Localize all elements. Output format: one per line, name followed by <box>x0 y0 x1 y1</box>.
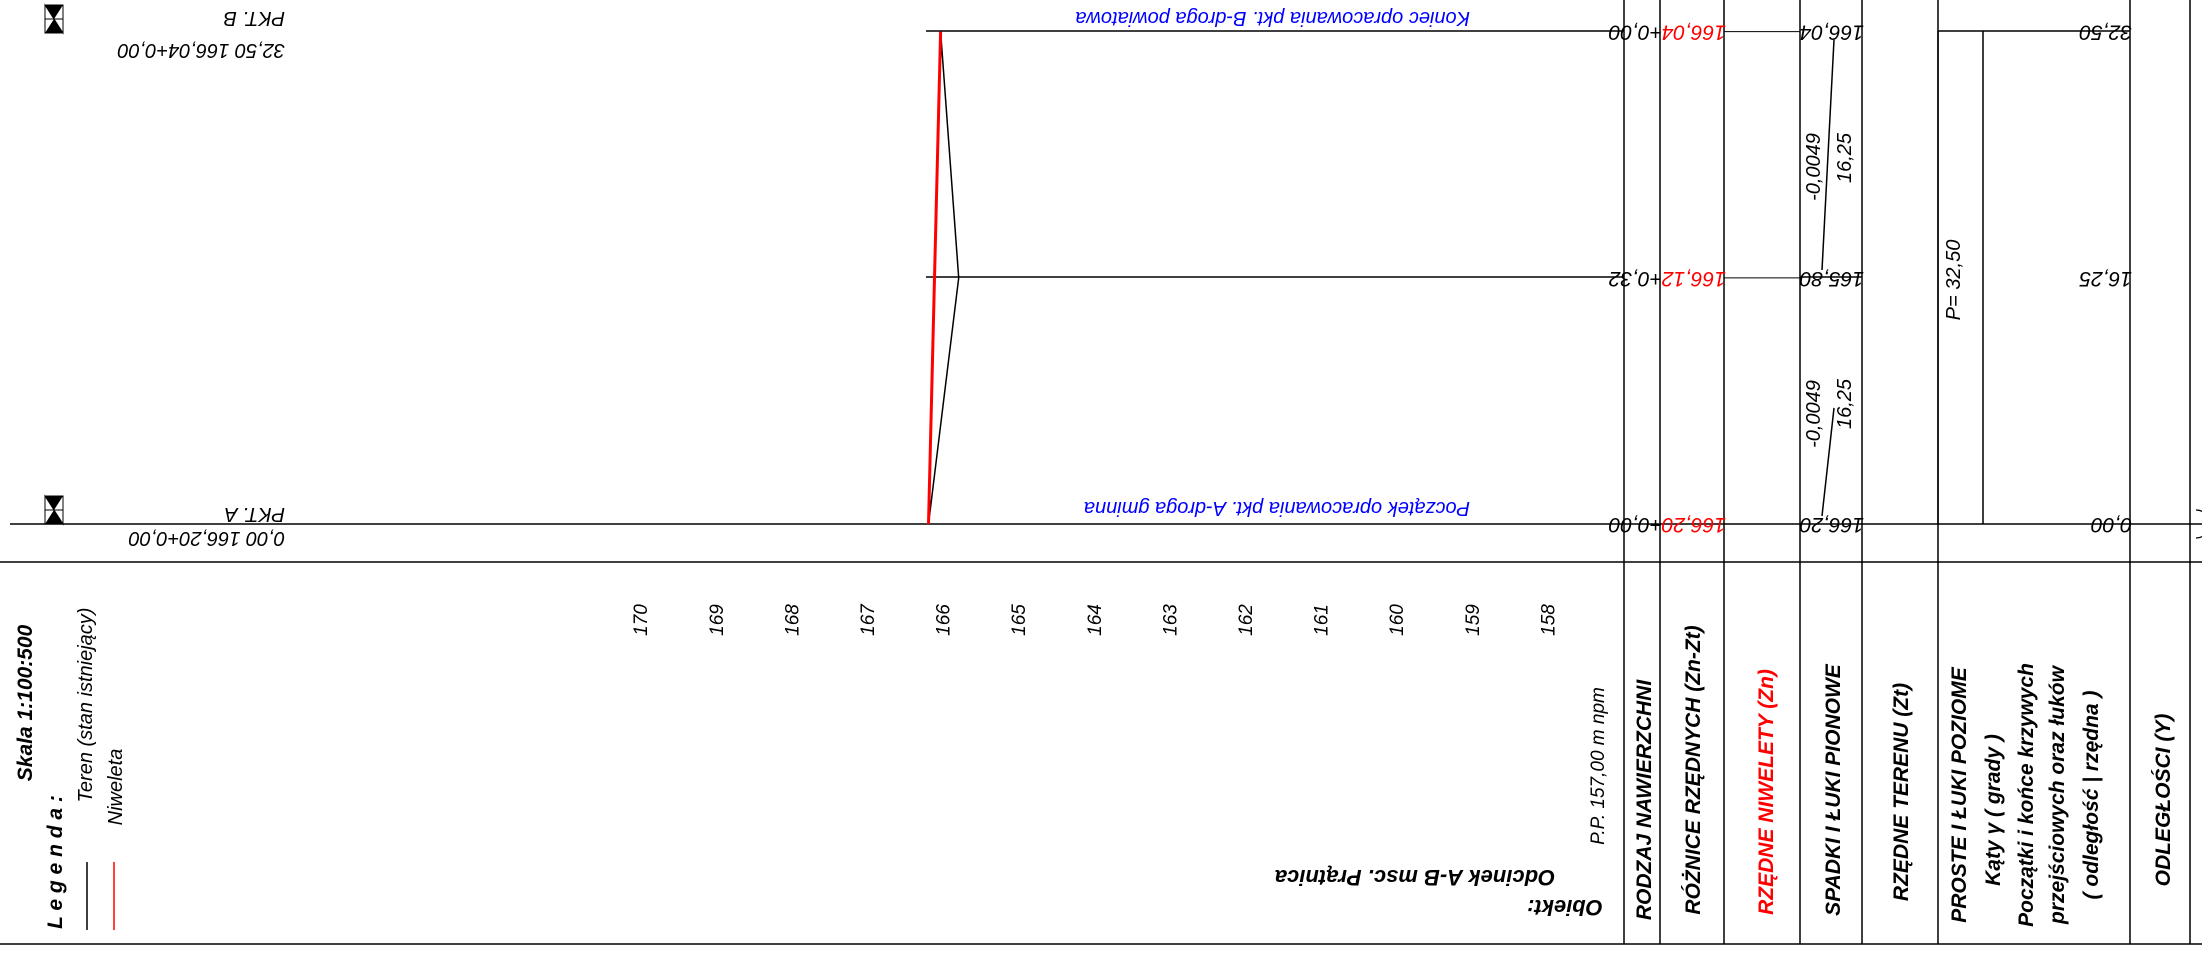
legend-terrain-label: Teren (stan istniejący) <box>75 608 97 803</box>
elevation-axis: 158 159 160 161 162 163 164 165 166 167 168 169 170 <box>631 603 1559 636</box>
axis-tick-163: 163 <box>1160 604 1181 636</box>
header-horizontal-1: PROSTE I ŁUKI POZIOME <box>1948 666 1971 923</box>
slope-segment-1: -0,0049 16,25 <box>1803 378 1856 517</box>
station-1-grade: 166,12 <box>1661 267 1726 290</box>
station-0-difference: +0,00 <box>1609 513 1662 536</box>
station-2-difference: +0,00 <box>1609 21 1662 44</box>
edge-mark <box>2195 509 2202 539</box>
point-a-marker <box>44 494 64 526</box>
axis-tick-167: 167 <box>858 603 879 636</box>
slope-1-gradient: -0,0049 <box>1803 380 1825 448</box>
axis-tick-170: 170 <box>631 604 652 636</box>
axis-tick-168: 168 <box>782 604 803 636</box>
axis-tick-162: 162 <box>1236 604 1257 636</box>
axis-tick-158: 158 <box>1538 604 1559 636</box>
station-2-grade: 166,04 <box>1662 21 1726 44</box>
station-1-terrain: 165,80 <box>1799 267 1864 290</box>
header-horizontal-3: Początki i końce krzywych <box>2015 663 2038 927</box>
axis-tick-165: 165 <box>1009 604 1030 636</box>
station-0-distance: 0,00 <box>2091 513 2132 536</box>
axis-tick-159: 159 <box>1463 604 1484 636</box>
station-0-terrain: 166,20 <box>1799 513 1864 536</box>
point-a-note: Początek opracowania pkt. A-droga gminna <box>1084 497 1470 519</box>
horizontal-alignment-box <box>1937 31 1984 524</box>
slope-segment-2: -0,0049 16,25 <box>1803 39 1856 271</box>
header-distances: ODLEGŁOŚCI (Y) <box>2151 714 2175 887</box>
header-surface-type: RODZAJ NAWIERZCHNI <box>1633 679 1656 920</box>
header-horizontal-2: Kąty γ ( grady ) <box>1982 734 2005 886</box>
point-b-note: Koniec opracowania pkt. B-droga powiatow… <box>1075 7 1470 29</box>
axis-tick-161: 161 <box>1312 604 1333 636</box>
header-grade-elev: RZĘDNE NIWELETY (Zn) <box>1755 669 1778 915</box>
station-values: +0,00 166,20 166,20 0,00+0,32 166,12 165,80 16… <box>1609 21 2132 536</box>
legend-grade-label: Niweleta <box>105 749 127 826</box>
station-1-distance: 16,25 <box>2079 267 2132 290</box>
header-differences: RÓŻNICE RZĘDNYCH (Zn-Zt) <box>1681 625 1705 914</box>
slope-2-length: 16,25 <box>1834 132 1856 183</box>
slope-2-gradient: -0,0049 <box>1803 133 1825 201</box>
point-b-marker <box>44 3 64 35</box>
legend-title: L e g e n d a : <box>44 795 67 929</box>
point-a-name: PKT. A <box>224 503 285 525</box>
horizontal-straight-label: P= 32,50 <box>1943 240 1965 321</box>
point-a-info: 0,00 166,20+0,00 <box>129 527 285 549</box>
object-label: Obiekt: <box>1527 895 1603 920</box>
axis-tick-164: 164 <box>1085 604 1106 636</box>
axis-tick-169: 169 <box>707 604 728 636</box>
profile-plot <box>927 31 960 525</box>
header-terrain-elev: RZĘDNE TERENU (Zt) <box>1890 683 1913 901</box>
slope-1-length: 16,25 <box>1834 378 1856 429</box>
point-b-name: PKT. B <box>223 7 285 29</box>
object-name: Odcinek A-B msc. Prątnica <box>1275 865 1555 890</box>
header-slopes: SPADKI I ŁUKI PIONOWE <box>1822 663 1845 916</box>
station-1-difference: +0,32 <box>1609 267 1662 290</box>
point-b-info: 32,50 166,04+0,00 <box>118 39 285 61</box>
axis-tick-160: 160 <box>1387 604 1408 636</box>
station-2-distance: 32,50 <box>2079 21 2132 44</box>
header-horizontal-4: przejściowych oraz łuków <box>2046 664 2069 925</box>
axis-tick-166: 166 <box>934 604 955 636</box>
station-2-terrain: 166,04 <box>1800 21 1864 44</box>
station-0-grade: 166,20 <box>1661 513 1726 536</box>
datum-label: P.P. 157,00 m npm <box>1588 687 1609 845</box>
header-horizontal-5: ( odległość | rzędna ) <box>2080 691 2103 900</box>
scale-label: Skala 1:100:500 <box>14 624 37 781</box>
